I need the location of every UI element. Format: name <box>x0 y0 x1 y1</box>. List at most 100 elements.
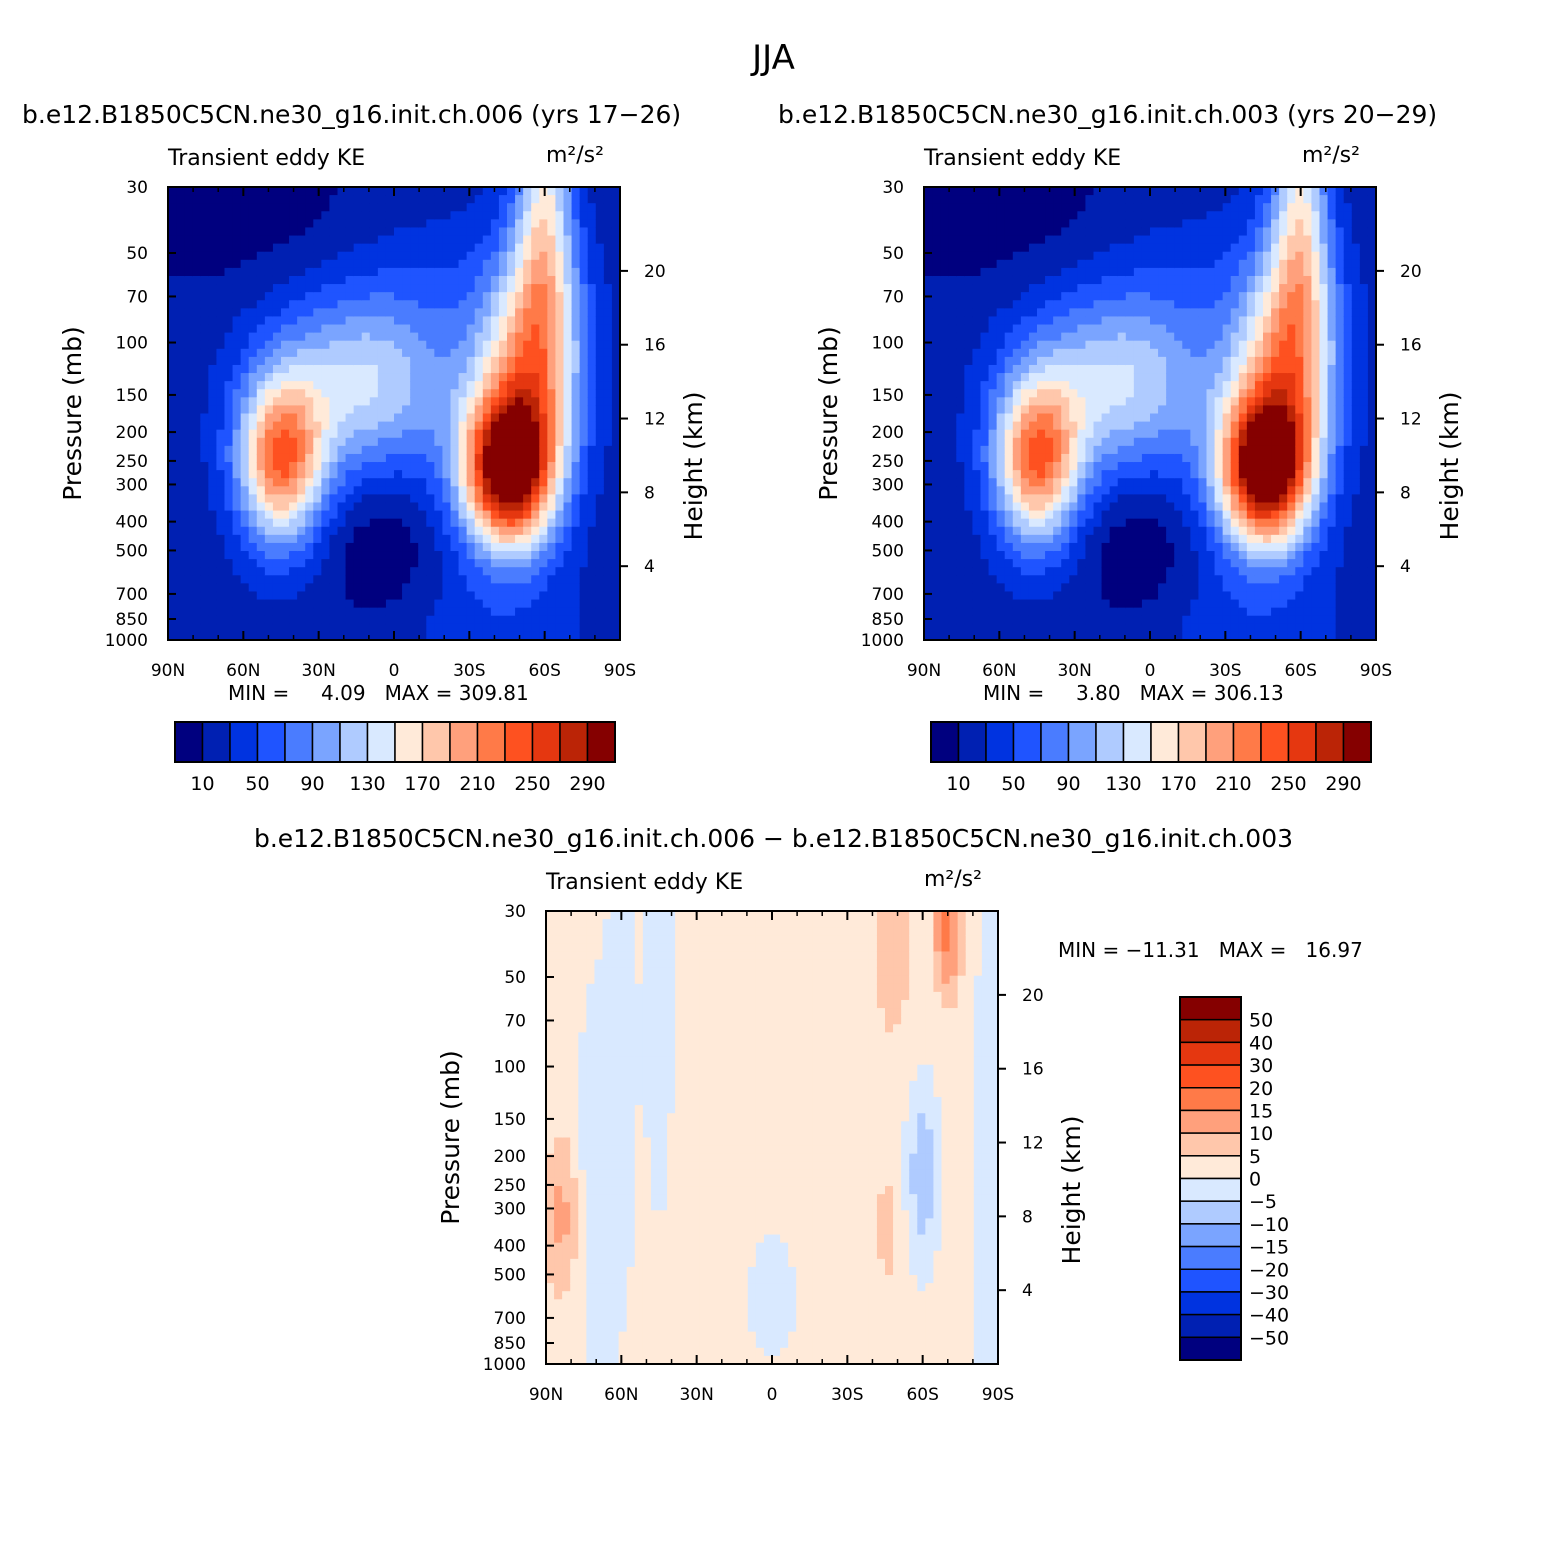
panel-1-cell <box>466 623 476 633</box>
panel-1-cell <box>248 211 258 220</box>
panel-1-cell <box>353 462 363 471</box>
panel-1-cell <box>442 203 452 212</box>
panel-1-cell <box>418 405 427 415</box>
panel-1-cell <box>208 356 218 366</box>
panel-1-cell <box>482 623 492 633</box>
panel-1-cell <box>531 405 540 415</box>
panel-2-cell <box>1141 453 1151 463</box>
panel-2-cell <box>996 631 1006 641</box>
panel-2-cell <box>1069 413 1078 423</box>
panel-1-cell <box>184 324 193 334</box>
panel-2-cell <box>1101 227 1111 237</box>
panel-2-cell <box>1069 211 1078 220</box>
panel-2-cell <box>1166 251 1175 261</box>
panel-1-cell <box>200 445 209 455</box>
panel-1-cell <box>200 227 209 237</box>
panel-1-title: b.e12.B1850C5CN.ne30_g16.init.ch.006 (yr… <box>22 100 682 129</box>
panel-2-cell <box>1150 445 1159 455</box>
panel-1-cell <box>490 243 500 253</box>
panel-1-cell <box>595 429 605 439</box>
panel-1-cell <box>571 542 581 552</box>
panel-1-cell <box>353 559 363 568</box>
panel-1-cell <box>248 445 258 455</box>
panel-1-cell <box>555 275 565 285</box>
panel-2-cell <box>1004 429 1014 439</box>
panel-1-cell <box>563 631 573 641</box>
panel-1-cell <box>297 559 306 568</box>
panel-2-cell <box>1012 494 1022 504</box>
panel-1-cell <box>264 243 274 253</box>
panel-1-cell <box>377 583 387 593</box>
panel-1-cell <box>571 356 581 366</box>
panel-1-cell <box>418 470 427 479</box>
panel-1-cell <box>410 397 419 407</box>
panel-2-cell <box>1109 534 1119 544</box>
panel-1-cell <box>369 421 379 431</box>
panel-2-cell <box>1037 397 1046 407</box>
panel-1-cell <box>394 583 403 593</box>
panel-2-cell <box>1141 211 1151 220</box>
panel-2-cell <box>996 583 1006 593</box>
panel-1-cell <box>555 316 565 326</box>
panel-1-cell <box>611 203 621 212</box>
panel-1-cell <box>434 211 444 220</box>
panel-1-cell <box>369 275 379 285</box>
panel-1-cell <box>313 591 322 601</box>
panel-2-cell <box>1045 381 1054 390</box>
panel-1-cell <box>329 211 339 220</box>
panel-1-cell <box>434 284 444 293</box>
panel-1-cell <box>531 267 540 277</box>
panel-1-cell <box>281 324 290 334</box>
panel-1-cell <box>515 195 524 204</box>
panel-1-cell <box>240 211 250 220</box>
panel-2-cell <box>1045 316 1054 326</box>
panel-1-cell <box>555 607 565 617</box>
panel-1-cell <box>385 510 395 520</box>
panel-1-cell <box>547 591 557 601</box>
panel-1-cell <box>507 575 516 584</box>
panel-1-cell <box>571 583 581 593</box>
panel-1-cell <box>474 300 484 309</box>
panel-1-cell <box>571 631 581 641</box>
panel-1-cell <box>490 542 500 552</box>
panel-2-cell <box>1061 437 1070 447</box>
panel-2-cell <box>1085 413 1095 423</box>
panel-1-cell <box>200 518 209 528</box>
panel-2-cell <box>1150 567 1159 576</box>
panel-2-cell <box>1028 413 1038 423</box>
panel-1-cell <box>547 259 557 269</box>
panel-2-cell <box>1158 510 1167 520</box>
panel-1-cell <box>232 437 242 447</box>
panel-1-cell <box>313 211 322 220</box>
panel-1-cell <box>418 316 427 326</box>
panel-1-cell <box>248 332 258 342</box>
panel-2-cell <box>924 623 933 633</box>
panel-1-cell <box>305 607 314 617</box>
panel-1-cell <box>434 631 444 641</box>
panel-2-cell <box>1053 551 1062 560</box>
panel-1-cell <box>579 211 589 220</box>
panel-1-cell <box>208 567 218 576</box>
panel-2-cell <box>972 187 982 196</box>
panel-2-cell <box>1085 615 1095 625</box>
panel-1-cell <box>168 413 177 423</box>
panel-2-cell <box>1077 470 1087 479</box>
panel-1-cell <box>176 275 185 285</box>
panel-1-cell <box>176 373 185 382</box>
panel-2-cell <box>1012 575 1022 584</box>
panel-2-cell <box>1004 631 1014 641</box>
panel-1-cell <box>281 316 290 326</box>
panel-1-cell <box>498 615 508 625</box>
panel-2-cell <box>1141 227 1151 237</box>
panel-2-cell <box>940 526 949 536</box>
panel-1-cell <box>272 308 282 318</box>
panel-2-cell <box>932 195 941 204</box>
panel-1-cell <box>587 518 597 528</box>
panel-1-cell <box>394 364 403 374</box>
panel-1-cell <box>523 478 532 487</box>
panel-2-cell <box>924 631 933 641</box>
panel-1-cell <box>361 227 371 237</box>
panel-2-cell <box>1133 292 1143 301</box>
panel-2-cell <box>1101 534 1111 544</box>
panel-1-cell <box>272 551 282 560</box>
